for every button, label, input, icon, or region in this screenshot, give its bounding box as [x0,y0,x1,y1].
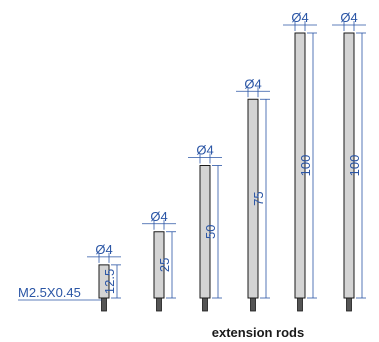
rod-body [343,32,355,299]
extension-rod: Ø4 100 [283,10,317,312]
extension-rod: Ø4 25 [142,209,176,312]
extension-rod: Ø4 50 [188,143,222,312]
rod-thread [346,297,352,312]
rod-thread [297,297,303,312]
length-label: 25 [157,258,172,272]
diameter-label: Ø4 [244,76,261,91]
rod-body [98,264,110,299]
rod-thread [202,297,208,312]
rod-body [247,98,259,299]
rod-thread [250,297,256,312]
extension-rod: Ø4 75 [236,76,270,312]
extension-rod: Ø4 12.5 [87,242,121,312]
drawing-caption: extension rods [212,325,304,340]
length-label: 75 [251,191,266,205]
length-label: 12.5 [102,269,117,294]
length-label: 100 [298,155,313,177]
rod-thread [101,297,107,312]
diameter-label: Ø4 [291,10,308,25]
rods-layer: Ø4 12.5 Ø4 25 Ø4 50 Ø4 75 Ø4 100 Ø4 100 [18,10,366,312]
diameter-label: Ø4 [95,242,112,257]
length-label: 50 [203,225,218,239]
rod-body [199,165,211,299]
thread-spec-label: M2.5X0.45 [18,285,81,300]
diameter-label: Ø4 [196,143,213,158]
extension-rod: Ø4 100 [332,10,366,312]
rod-thread [156,297,162,312]
rod-body [153,231,165,299]
diameter-label: Ø4 [340,10,357,25]
length-label: 100 [347,155,362,177]
diameter-label: Ø4 [150,209,167,224]
rod-body [294,32,306,299]
